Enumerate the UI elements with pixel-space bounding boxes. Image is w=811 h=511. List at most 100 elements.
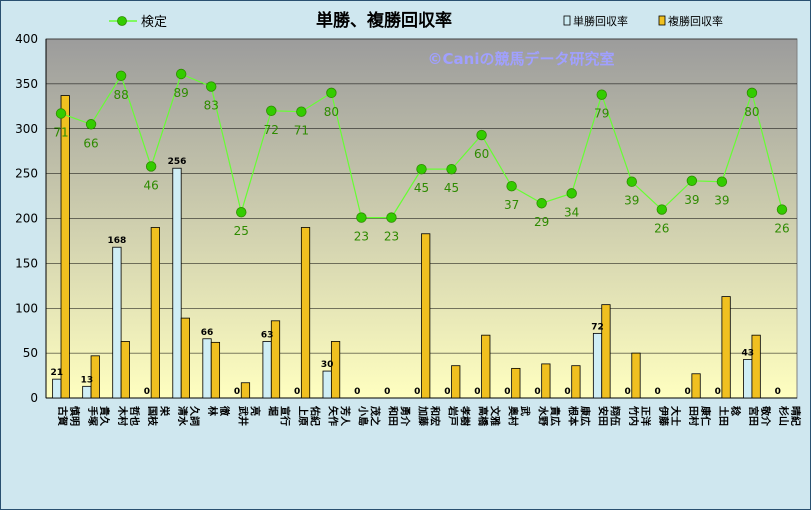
place-bar xyxy=(691,373,701,399)
x-tick-text: 杉山 xyxy=(777,406,790,426)
win-bar-label: 0 xyxy=(294,387,300,397)
x-tick-text: 奥村 xyxy=(507,406,520,426)
line-point-label: 26 xyxy=(654,222,669,236)
x-tick-text: 小島 xyxy=(356,405,369,426)
x-tick-label: 古賀 慎明 xyxy=(56,406,81,426)
x-tick-text: 稔 xyxy=(729,406,742,416)
legend-win-label: 単勝回収率 xyxy=(573,14,628,28)
x-tick-text: 古賀 xyxy=(56,406,69,426)
place-bar xyxy=(631,352,641,399)
watermark: ©Caniの競馬データ研究室 xyxy=(428,50,615,68)
line-marker xyxy=(626,176,637,187)
x-tick-text: 大士 xyxy=(669,406,682,426)
x-tick-label: 高橋 文雅 xyxy=(477,406,502,427)
line-point-label: 46 xyxy=(143,178,158,192)
x-tick-text: 宮田 xyxy=(747,406,760,426)
line-marker xyxy=(446,163,457,175)
x-tick-text: 田村 xyxy=(687,406,700,426)
legend-line-marker xyxy=(117,16,127,26)
win-bar-label: 21 xyxy=(51,368,64,378)
x-tick-label: 和田 勇介 xyxy=(386,405,411,427)
x-tick-label: 上原 佑紀 xyxy=(296,405,321,426)
line-point-label: 45 xyxy=(444,181,459,195)
x-tick-text: 高橋 xyxy=(477,406,490,427)
x-tick-text: 貴久 xyxy=(98,406,111,427)
chart-title: 単勝、複勝回収率 xyxy=(316,10,452,31)
win-bar-label: 30 xyxy=(321,360,334,370)
x-tick-text: 宣行 xyxy=(278,406,291,426)
win-bar-label: 0 xyxy=(354,387,360,397)
place-bar xyxy=(541,363,551,399)
legend-line-label: 検定 xyxy=(141,15,167,30)
x-tick-label: 加藤 和宏 xyxy=(417,405,442,427)
x-tick-text: 慎明 xyxy=(68,406,81,426)
place-bar xyxy=(180,317,190,399)
place-bar xyxy=(601,304,611,399)
win-bar xyxy=(322,370,332,399)
x-tick-label: 矢作 芳人 xyxy=(326,406,351,427)
place-bar xyxy=(120,341,130,399)
y-tick-label: 250 xyxy=(15,167,38,181)
x-tick-label: 堀宣行 xyxy=(266,406,291,426)
x-tick-text: 栄 xyxy=(158,405,171,417)
win-bar-label: 0 xyxy=(474,387,480,397)
win-bar xyxy=(743,359,753,399)
x-tick-text: 根本 xyxy=(567,406,580,427)
legend-win-swatch xyxy=(563,15,571,26)
place-bar xyxy=(721,296,731,399)
win-bar-label: 0 xyxy=(504,387,510,397)
line-marker xyxy=(145,161,157,172)
legend: 検定 単勝回収率 複勝回収率 xyxy=(109,14,723,30)
x-tick-text: 武 xyxy=(519,406,532,416)
x-tick-label: 清水 久詞 xyxy=(176,405,201,427)
x-tick-text: 康仁 xyxy=(699,406,712,426)
place-bar xyxy=(210,341,221,399)
line-point-label: 88 xyxy=(113,88,128,102)
x-tick-text: 国枝 xyxy=(146,406,159,427)
win-bar-label: 0 xyxy=(564,387,570,397)
place-bar xyxy=(481,334,491,399)
place-bar xyxy=(421,233,431,399)
win-bar-label: 0 xyxy=(654,387,660,397)
x-tick-text: 敬介 xyxy=(759,405,772,427)
x-tick-text: 上原 xyxy=(296,406,309,426)
line-marker xyxy=(175,68,187,80)
place-bar xyxy=(60,95,70,399)
place-bar xyxy=(571,365,581,399)
x-tick-label: 岩戸 孝樹 xyxy=(447,405,472,426)
line-marker xyxy=(266,105,277,117)
y-tick-label: 50 xyxy=(23,346,38,360)
y-tick-label: 100 xyxy=(15,301,38,315)
place-bar xyxy=(330,341,341,399)
x-tick-label: 木村 哲也 xyxy=(116,405,141,426)
x-tick-text: 和田 xyxy=(386,405,399,426)
x-tick-text: 哲也 xyxy=(128,406,141,426)
line-point-label: 60 xyxy=(474,147,489,161)
x-tick-label: 宮田 敬介 xyxy=(747,405,772,427)
y-tick-label: 300 xyxy=(15,122,38,136)
win-bar-label: 0 xyxy=(444,387,450,397)
line-point-label: 39 xyxy=(624,194,639,208)
line-series: 71 66 88 46 89 83 25 72 71 80 23 23 45 45 60 37 29 34 79 39… xyxy=(53,68,790,244)
win-bar-label: 256 xyxy=(168,157,187,167)
x-tick-text: 清水 xyxy=(176,406,189,427)
line-point-label: 37 xyxy=(504,198,519,212)
place-bar xyxy=(300,227,311,399)
x-tick-text: 孝樹 xyxy=(459,405,472,426)
line-marker xyxy=(326,87,337,99)
x-tick-text: 林 xyxy=(206,406,219,417)
line-marker xyxy=(356,212,367,223)
x-tick-label: 田村 康仁 xyxy=(687,406,712,426)
x-tick-text: 文雅 xyxy=(489,406,502,426)
line-marker xyxy=(476,129,487,141)
win-bar-label: 0 xyxy=(715,387,721,397)
x-tick-text: 矢作 xyxy=(326,406,339,426)
line-point-label: 23 xyxy=(384,230,399,244)
win-bar-label: 0 xyxy=(534,387,540,397)
line-marker xyxy=(296,106,307,117)
x-tick-label: 国枝栄 xyxy=(146,405,171,427)
win-bar-label: 43 xyxy=(741,348,754,358)
line-marker xyxy=(746,87,758,99)
x-tick-text: 武井 xyxy=(236,406,249,426)
